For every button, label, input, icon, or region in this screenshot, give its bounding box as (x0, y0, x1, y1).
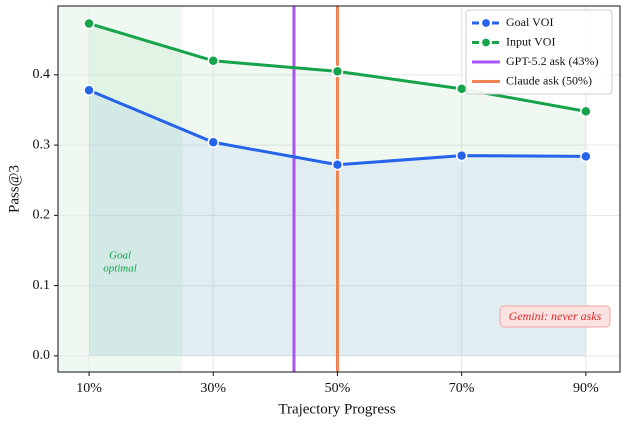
optimal-region (58, 6, 183, 372)
x-axis-label: Trajectory Progress (278, 401, 396, 417)
y-tick-label: 0.4 (33, 67, 51, 82)
x-tick-label: 70% (449, 381, 475, 396)
legend-box (465, 9, 613, 95)
x-tick-label: 10% (76, 381, 102, 396)
x-tick-label: 50% (325, 381, 351, 396)
region-label: Goal (109, 250, 131, 262)
region-label: optimal (103, 263, 137, 275)
y-tick-label: 0.2 (33, 208, 51, 223)
point (207, 55, 219, 67)
legend-marker (480, 17, 492, 29)
point (455, 149, 468, 162)
point (331, 65, 344, 78)
x-tick-label: 30% (200, 381, 226, 396)
legend-label: Goal VOI (506, 15, 553, 29)
y-tick-label: 0.3 (33, 137, 51, 152)
y-axis-label: Pass@3 (6, 165, 22, 213)
y-tick-label: 0.1 (33, 278, 51, 293)
point (207, 136, 219, 149)
legend-label: Input VOI (506, 34, 555, 48)
point (580, 150, 592, 163)
point (83, 84, 95, 97)
legend-marker (480, 37, 492, 48)
point (580, 105, 592, 118)
annotation-box (499, 305, 611, 328)
point (455, 83, 468, 95)
legend-label: GPT-5.2 ask (43%) (506, 54, 599, 68)
plot-frame (57, 5, 621, 373)
annotation: Gemini: never asks (509, 309, 602, 323)
point (331, 159, 344, 171)
legend-label: Claude ask (50%) (506, 73, 592, 87)
y-tick-label: 0.0 (33, 348, 51, 363)
x-tick-label: 90% (573, 381, 599, 396)
point (83, 17, 95, 30)
